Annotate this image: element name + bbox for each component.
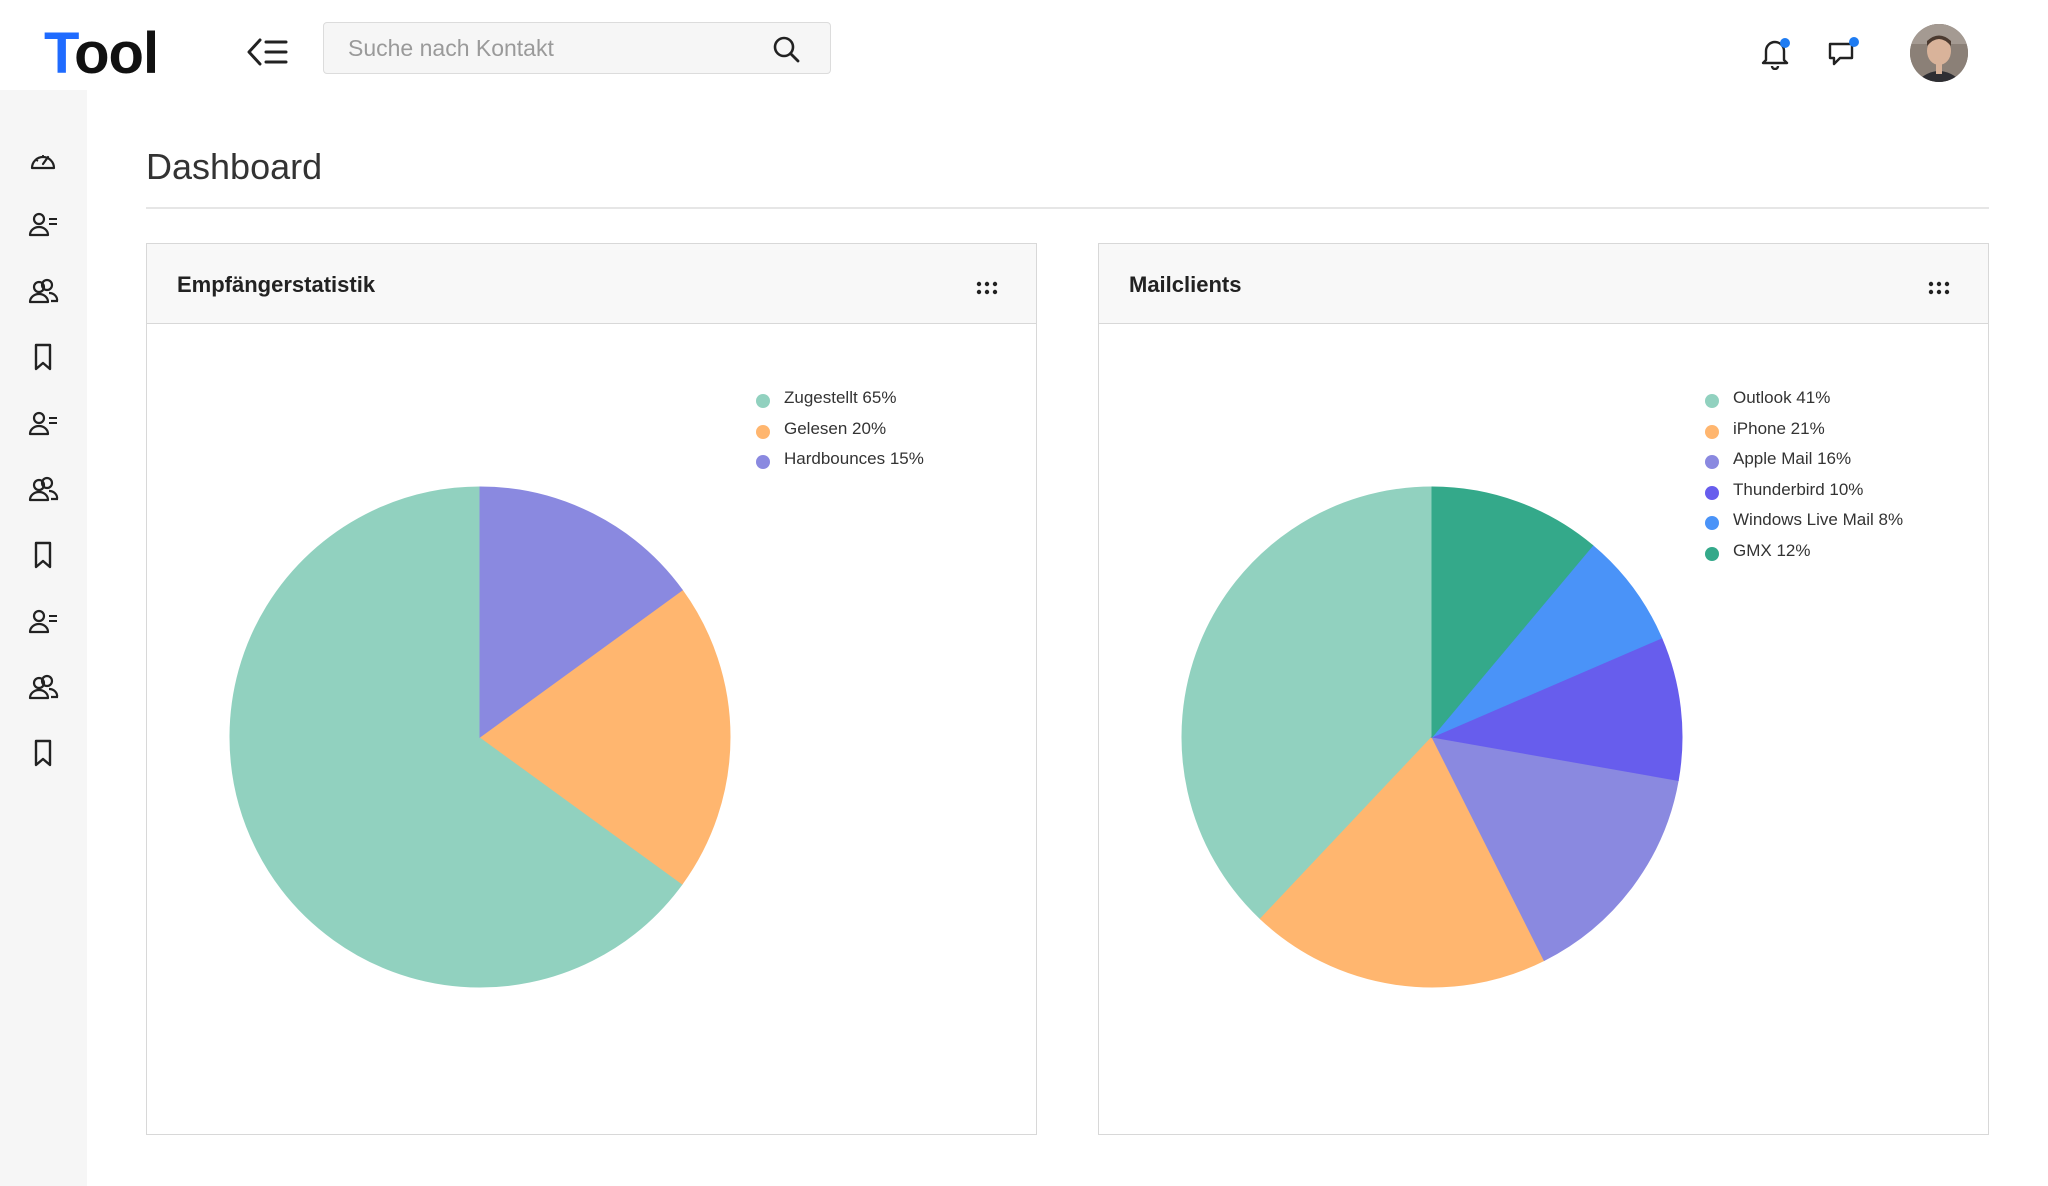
contact-list-icon[interactable] — [27, 605, 59, 637]
pie-slice-windows-live-mail[interactable] — [1431, 544, 1663, 738]
legend-dot — [756, 394, 770, 408]
bell-icon[interactable] — [1758, 36, 1792, 71]
legend-dot — [1705, 546, 1719, 561]
more-dots-icon[interactable] — [976, 280, 998, 296]
legend-label: Gelesen 20% — [784, 418, 887, 438]
pie-slice-thunderbird[interactable] — [1430, 637, 1683, 781]
app-logo[interactable]: Tool — [44, 21, 159, 86]
chart-legend: Outlook 41% iPhone 21% Apple Mail 16% Thund… — [1705, 387, 1975, 567]
bookmark-icon[interactable] — [27, 341, 59, 373]
title-divider — [146, 207, 1989, 209]
legend-dot — [1705, 455, 1719, 469]
dashboard-gauge-icon[interactable] — [27, 146, 59, 178]
notification-dot — [1780, 38, 1790, 48]
legend-label: Windows Live Mail 8% — [1733, 510, 1904, 529]
card-title: Empfängerstatistik — [177, 272, 376, 297]
legend-label: Apple Mail 16% — [1733, 449, 1852, 468]
bookmark-icon[interactable] — [27, 737, 59, 769]
pie-slice-gelesen[interactable] — [479, 589, 731, 885]
legend-dot — [1705, 394, 1719, 408]
card-header: Mailclients — [1099, 244, 1988, 324]
chart-card-recipients: Empfängerstatistik Zugestellt 65% Gelesen… — [146, 243, 1037, 1135]
pie-slice-hardbounces[interactable] — [479, 486, 683, 738]
users-group-icon[interactable] — [27, 671, 59, 703]
legend-label: Zugestellt 65% — [784, 388, 897, 407]
more-dots-icon[interactable] — [1928, 280, 1950, 296]
contact-list-icon[interactable] — [27, 407, 59, 439]
sidebar — [0, 90, 87, 1186]
legend-label: Thunderbird 10% — [1733, 479, 1864, 499]
chat-icon[interactable] — [1826, 36, 1860, 70]
page-title: Dashboard — [146, 146, 323, 187]
pie-slice-apple-mail[interactable] — [1431, 736, 1679, 962]
avatar[interactable] — [1910, 24, 1968, 82]
top-bar: Tool — [0, 0, 2048, 90]
pie-chart — [1181, 486, 1683, 988]
search-box — [323, 22, 831, 74]
chart-legend: Zugestellt 65% Gelesen 20% Hardbounces 15% — [756, 387, 1016, 547]
pie-chart — [229, 486, 731, 988]
legend-label: iPhone 21% — [1733, 418, 1825, 438]
users-group-icon[interactable] — [27, 473, 59, 505]
pie-slice-zugestellt[interactable] — [229, 486, 683, 988]
legend-dot — [1705, 485, 1719, 500]
message-dot — [1849, 37, 1859, 47]
card-body: Outlook 41% iPhone 21% Apple Mail 16% Thund… — [1099, 324, 1988, 1135]
card-title: Mailclients — [1129, 272, 1242, 297]
legend-dot — [1705, 424, 1719, 439]
users-group-icon[interactable] — [27, 275, 59, 307]
legend-dot — [1705, 516, 1719, 530]
legend-label: Outlook 41% — [1733, 388, 1831, 407]
card-body: Zugestellt 65% Gelesen 20% Hardbounces 15% — [147, 324, 1036, 1135]
legend-dot — [756, 455, 770, 469]
legend-label: Hardbounces 15% — [784, 449, 924, 468]
bookmark-icon[interactable] — [27, 539, 59, 571]
search-input[interactable] — [324, 23, 764, 73]
pie-slice-iphone[interactable] — [1259, 736, 1545, 988]
chart-card-mailclients: Mailclients Outlook 41% iPhone 21% Apple M… — [1098, 243, 1989, 1135]
pie-slice-outlook[interactable] — [1181, 486, 1433, 920]
pie-slice-gmx[interactable] — [1431, 486, 1594, 739]
card-header: Empfängerstatistik — [147, 244, 1036, 324]
search-icon[interactable] — [772, 35, 800, 63]
legend-label: GMX 12% — [1733, 540, 1811, 560]
menu-collapse-icon[interactable] — [246, 34, 290, 70]
legend-dot — [756, 424, 770, 439]
contact-list-icon[interactable] — [27, 208, 59, 240]
